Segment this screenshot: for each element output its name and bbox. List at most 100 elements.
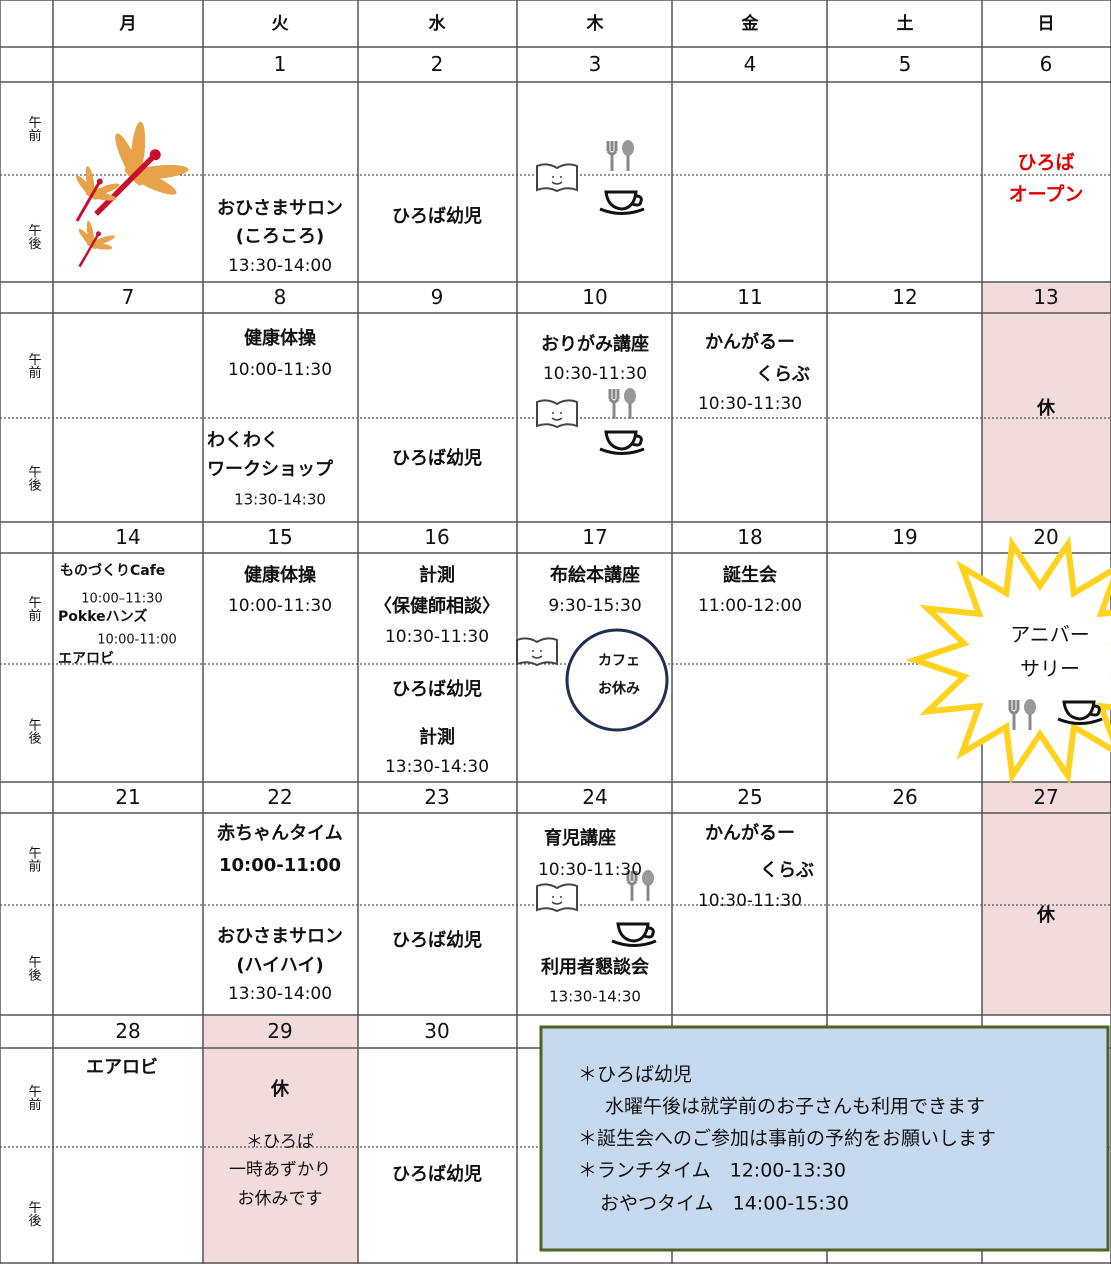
head [96, 178, 103, 185]
date: 26 [892, 785, 917, 809]
notes-box [539, 1025, 1110, 1252]
event-text: 10:30-11:30 [698, 891, 802, 911]
event-text: お休み [598, 680, 640, 697]
closed-bg [982, 782, 1111, 1015]
event-text: 誕生会 [723, 564, 777, 586]
event-text: (ころころ) [236, 226, 324, 247]
date: 10 [582, 285, 607, 309]
fork [626, 871, 638, 901]
closed-bg [203, 1015, 358, 1264]
event-text: ひろば幼児 [392, 1163, 482, 1185]
book-icon [536, 163, 578, 193]
date: 14 [115, 525, 140, 549]
event-text: 利用者懇談会 [541, 956, 649, 978]
event-text: ひろば [1017, 152, 1074, 174]
head [149, 149, 161, 161]
fork [1008, 700, 1020, 730]
event-text: わくわく [207, 430, 279, 451]
date: 12 [892, 285, 917, 309]
book-shape [536, 883, 578, 913]
date: 1 [274, 52, 287, 76]
event-text: かんがるー [705, 331, 795, 353]
date: 13 [1033, 285, 1058, 309]
weekday: 火 [272, 14, 290, 34]
event-text: 計測 [419, 564, 455, 586]
event-text: おりがみ講座 [541, 333, 649, 355]
event-text: 10:30-11:30 [698, 394, 802, 414]
event-text: 10:30-11:30 [538, 860, 642, 880]
cup [616, 922, 655, 943]
cutlery-icon [606, 140, 634, 171]
am-label: 午前 [26, 353, 42, 379]
date: 30 [424, 1019, 449, 1043]
am-label: 午前 [26, 596, 42, 622]
event-text: 健康体操 [244, 327, 317, 349]
event-text: 育児講座 [544, 827, 616, 849]
event-text: カフェ [598, 653, 640, 669]
dragonfly [75, 166, 120, 222]
body [75, 181, 101, 222]
event-text: くらぶ [760, 860, 814, 881]
event-text: エアロビ [58, 651, 114, 667]
note: ＊ランチタイム 12:00-13:30 [578, 1160, 846, 1182]
body [94, 154, 156, 216]
event-text: ワークショップ [207, 458, 334, 480]
note: 水曜午後は就学前のお子さんも利用できます [605, 1096, 985, 1118]
event-text: ひろば幼児 [392, 447, 482, 469]
am-label: 午前 [26, 846, 42, 872]
am-label: 午前 [26, 1085, 42, 1111]
date: 28 [115, 1019, 140, 1043]
event-text: 11:00-12:00 [698, 596, 802, 616]
book-icon [516, 637, 558, 667]
event-text: 10:30-11:30 [543, 364, 647, 384]
wing [86, 220, 95, 247]
date: 25 [737, 785, 762, 809]
event-text: 13:30-14:30 [234, 491, 326, 509]
event-text: エアロビ [86, 1057, 158, 1078]
weekday: 木 [586, 13, 605, 34]
saucer [1057, 717, 1103, 725]
book-shape [516, 637, 558, 667]
cup [604, 430, 643, 451]
date: 3 [589, 52, 602, 76]
pm-label: 午後 [26, 1201, 42, 1227]
date: 17 [582, 525, 607, 549]
cutlery-icon [608, 388, 636, 419]
cup-icon [599, 190, 645, 215]
book-shape [536, 399, 578, 429]
event-text: 健康体操 [244, 564, 317, 586]
book-face [551, 176, 563, 185]
fork [606, 141, 618, 171]
date: 19 [892, 525, 917, 549]
spoon [1024, 699, 1036, 715]
event-text: 計測 [419, 726, 455, 748]
event-text: くらぶ [756, 364, 810, 385]
event-text: 布絵本講座 [550, 564, 640, 586]
cup-icon [611, 922, 657, 947]
pm-label: 午後 [26, 718, 42, 744]
spoon [624, 388, 636, 404]
dragonfly [78, 220, 115, 268]
dragonfly [94, 121, 189, 216]
event-text: お休みです [238, 1189, 323, 1209]
note: おやつタイム 14:00-15:30 [600, 1193, 849, 1215]
event-text: 10:00-11:30 [228, 596, 332, 616]
date: 16 [424, 525, 449, 549]
date: 20 [1033, 525, 1058, 549]
head [96, 231, 101, 237]
event-text: 休 [1036, 904, 1056, 926]
event-text: 休 [1036, 397, 1056, 419]
date: 4 [744, 52, 757, 76]
event-text: ひろば幼児 [392, 205, 482, 227]
date: 11 [737, 285, 762, 309]
fork [608, 389, 620, 419]
event-text: (ハイハイ) [236, 955, 323, 976]
pm-label: 午後 [26, 955, 42, 981]
date: 23 [424, 785, 449, 809]
spoon [622, 140, 634, 156]
event-text: ＊ひろば [246, 1132, 314, 1152]
date: 29 [267, 1019, 292, 1043]
book-icon [536, 399, 578, 429]
pm-label: 午後 [26, 224, 42, 250]
